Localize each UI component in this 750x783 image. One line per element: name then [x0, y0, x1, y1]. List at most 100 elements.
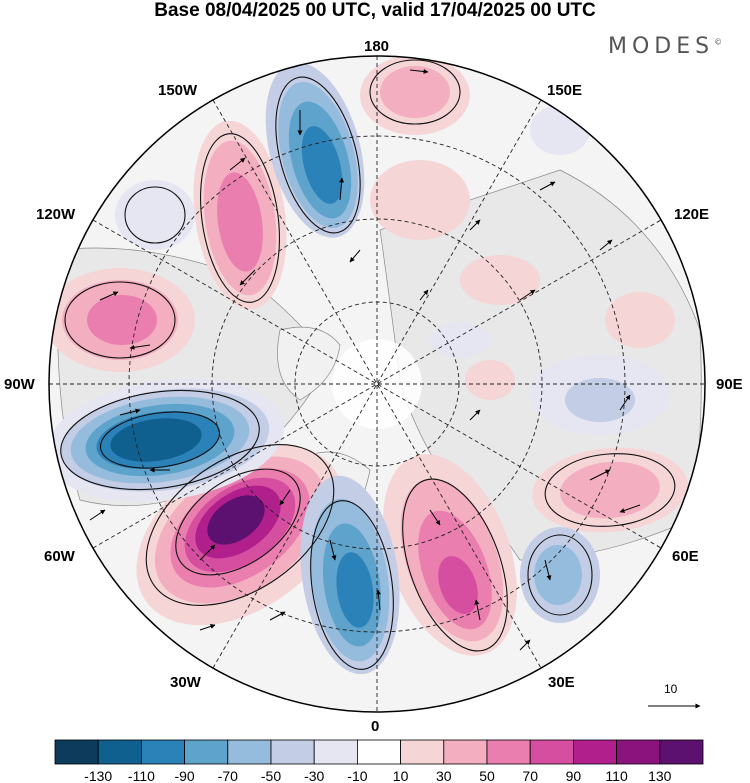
map-disk — [49, 56, 705, 712]
wind-arrow — [99, 291, 119, 301]
wind-arrow — [349, 249, 361, 263]
wind-arrow — [329, 539, 337, 561]
brand-mark: © — [714, 37, 723, 47]
colorbar-swatch — [616, 739, 661, 765]
colorbar-tick-label: 90 — [566, 768, 582, 783]
contour-atlantic-1 — [145, 444, 335, 606]
map-border — [48, 55, 706, 713]
anomaly-hudson-110 — [110, 418, 202, 462]
pole-area — [332, 339, 422, 429]
colorbar-tick-label: 110 — [605, 768, 628, 783]
anomaly-npac-90 — [301, 126, 343, 204]
contour-hudson-1 — [60, 389, 260, 491]
lon-label-60e: 60E — [672, 548, 699, 565]
colorbar-swatch — [97, 739, 142, 765]
colorbar-tick-label: 30 — [436, 768, 452, 783]
contour-europe — [402, 478, 508, 652]
colorbar-swatch — [659, 739, 704, 765]
anomaly-europe-90 — [438, 556, 478, 614]
colorbar-swatch — [443, 739, 488, 765]
lon-label-180: 180 — [364, 38, 390, 55]
wind-arrow — [279, 489, 291, 506]
colorbar-tick-label: -70 — [218, 768, 238, 783]
colorbar-tick-label: 130 — [648, 768, 672, 783]
map-title: Base 08/04/2025 00 UTC, valid 17/04/2025… — [154, 0, 596, 21]
anomaly-east-asia-light — [605, 292, 675, 348]
wind-arrow — [375, 589, 381, 611]
colorbar-tick-label: -30 — [304, 768, 324, 783]
anomaly-pacific-120w-70 — [87, 295, 157, 345]
colorbar-swatch — [140, 739, 185, 765]
anomaly-pacific-light-1 — [115, 180, 195, 250]
colorbar-swatch — [573, 739, 618, 765]
negative-anomalies — [49, 62, 670, 675]
lon-label-120e: 120E — [674, 206, 710, 223]
anomaly-siberia-blue-2 — [565, 378, 635, 422]
colorbar-tick-label: -90 — [174, 768, 194, 783]
colorbar-tick-label: -130 — [84, 768, 112, 783]
meridian-150w-30e — [212, 99, 542, 669]
wind-arrow — [239, 269, 256, 286]
wind-arrow — [339, 177, 345, 201]
lon-label-30w: 30W — [170, 674, 201, 691]
colorbar-tick-label: -110 — [128, 768, 155, 783]
wind-arrow — [129, 344, 151, 350]
anomaly-blacksea-50 — [534, 545, 582, 605]
wind-arrow — [119, 408, 141, 416]
lon-label-120w: 120W — [36, 206, 76, 223]
colorbar-tick-label: 10 — [393, 768, 409, 783]
anomaly-north-atlantic-130 — [207, 495, 265, 545]
lon-label-150e: 150E — [547, 82, 583, 99]
wind-arrow — [474, 599, 481, 621]
lon-label-150w: 150W — [158, 82, 198, 99]
colorbar-swatch — [227, 739, 272, 765]
colorbar-swatch — [529, 739, 574, 765]
colorbar-swatch — [313, 739, 358, 765]
wind-arrow — [619, 394, 631, 411]
meridian-60w-120e — [92, 219, 662, 549]
brand-name: MODES — [608, 34, 715, 59]
wind-arrow — [409, 69, 429, 74]
colorbar-tick-label: 50 — [479, 768, 495, 783]
anomaly-siberia-light — [460, 255, 540, 305]
colorbar-swatch — [486, 739, 531, 765]
wind-arrow — [589, 469, 611, 481]
colorbar-swatch — [400, 739, 445, 765]
wind-arrow — [469, 219, 481, 231]
anomaly-east-siberia-light — [370, 160, 470, 240]
colorbar-tick-label: -50 — [261, 768, 281, 783]
wind-arrow — [619, 504, 641, 513]
anomaly-bering-30 — [380, 66, 450, 118]
colorbar-swatch — [356, 739, 401, 765]
wind-arrow — [199, 544, 216, 561]
colorbar-tick-label: -10 — [347, 768, 367, 783]
colorbar-swatch — [270, 739, 315, 765]
wind-arrow — [544, 559, 552, 581]
contour-bering — [369, 59, 461, 125]
wind-arrow — [229, 157, 246, 171]
contour-pacific-light — [124, 186, 186, 244]
colorbar-tick-label: 70 — [522, 768, 538, 783]
colorbar-ticks: -130 -110 -90 -70 -50 -30 -10 10 30 50 70 90 110 130 — [84, 768, 672, 783]
contour-eatl — [310, 500, 394, 670]
wind-arrow — [599, 239, 613, 251]
colorbar-swatches — [54, 739, 704, 765]
meridian-120w-60e — [92, 219, 662, 549]
lon-label-90w: 90W — [4, 376, 35, 393]
anomaly-alaska-70 — [217, 172, 263, 272]
contour-npac — [275, 76, 361, 234]
wind-arrow — [469, 409, 481, 421]
contour-central-asia — [544, 453, 676, 527]
wind-arrow — [199, 624, 216, 631]
anomaly-eatl-90 — [336, 552, 374, 628]
contour-pacific-120w — [64, 281, 176, 359]
wind-vectors — [89, 69, 641, 651]
modes-logo: MODES© — [608, 34, 722, 59]
anomaly-kara-light — [465, 360, 515, 400]
wind-arrow — [419, 289, 429, 301]
lon-label-30e: 30E — [548, 674, 575, 691]
wind-arrow — [539, 181, 556, 191]
colorbar-swatch — [184, 739, 229, 765]
